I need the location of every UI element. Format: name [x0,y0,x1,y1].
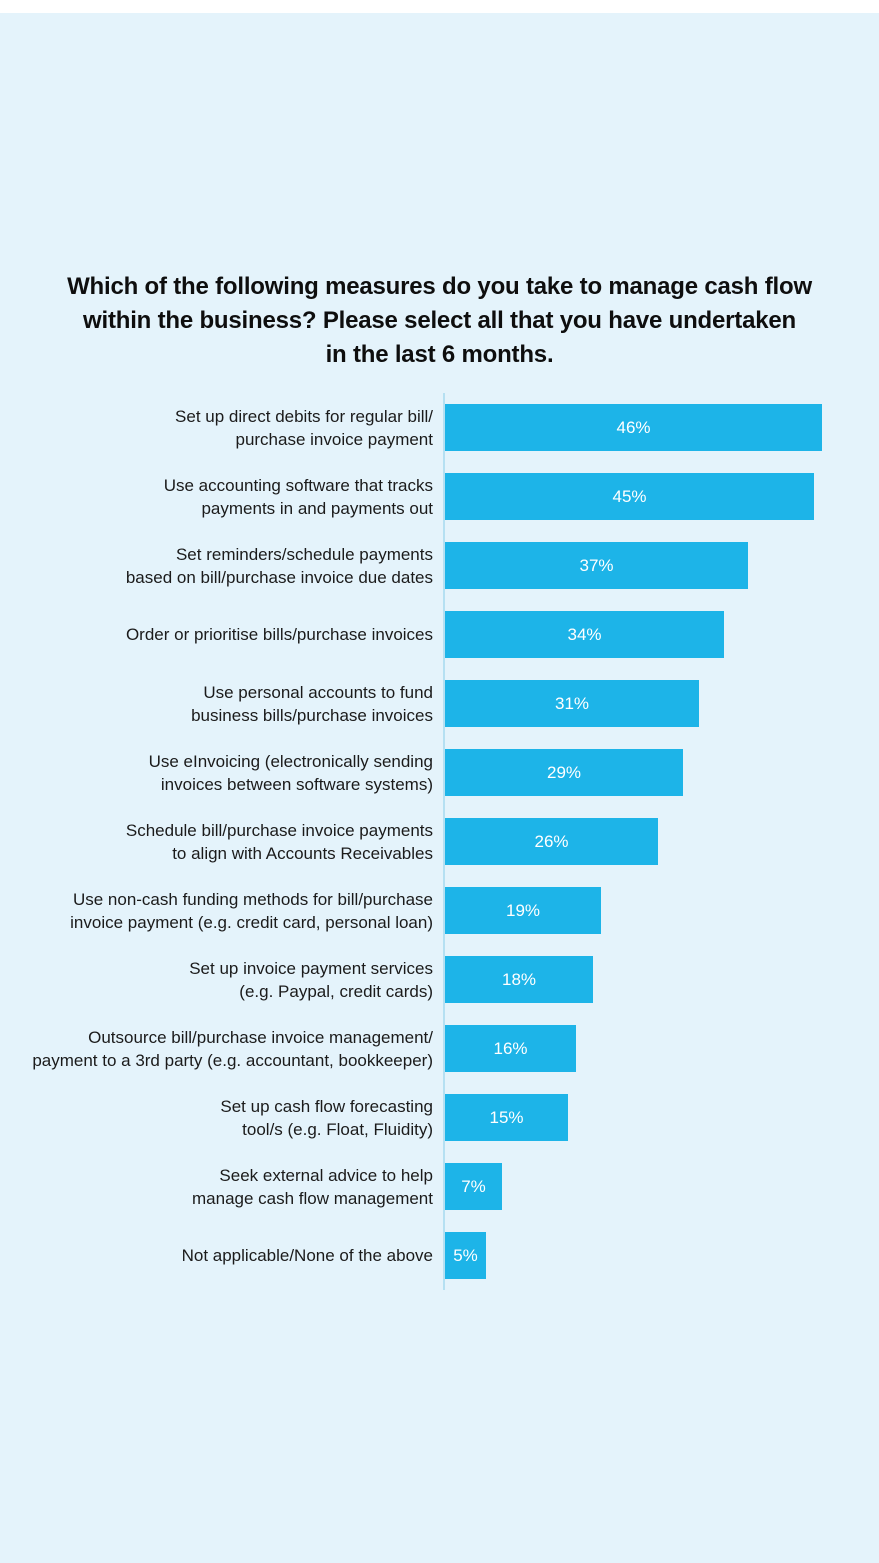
chart-canvas: Which of the following measures do you t… [0,13,879,1563]
chart-row: Set reminders/schedule payments based on… [0,531,879,600]
bar: 31% [445,680,699,727]
bar: 5% [445,1232,486,1279]
bar: 15% [445,1094,568,1141]
chart-row: Set up direct debits for regular bill/ p… [0,393,879,462]
plot-area: 46% [443,393,879,462]
plot-area: 19% [443,876,879,945]
horizontal-bar-chart: Set up direct debits for regular bill/ p… [0,393,879,1290]
plot-area: 7% [443,1152,879,1221]
bar: 45% [445,473,814,520]
chart-row: Order or prioritise bills/purchase invoi… [0,600,879,669]
bar: 34% [445,611,724,658]
category-label: Use accounting software that tracks paym… [163,475,433,518]
plot-area: 37% [443,531,879,600]
category-label: Use personal accounts to fund business b… [191,682,433,725]
category-label: Use eInvoicing (electronically sending i… [148,751,433,794]
category-label: Not applicable/None of the above [181,1246,433,1265]
value-label: 46% [616,417,651,437]
bar: 29% [445,749,683,796]
chart-row: Use eInvoicing (electronically sending i… [0,738,879,807]
category-label: Set up direct debits for regular bill/ p… [175,406,433,449]
category-label: Outsource bill/purchase invoice manageme… [32,1027,433,1070]
bar: 18% [445,956,593,1003]
chart-row: Use personal accounts to fund business b… [0,669,879,738]
category-label: Seek external advice to help manage cash… [192,1165,433,1208]
value-label: 7% [461,1176,486,1196]
value-label: 15% [489,1107,524,1127]
value-label: 31% [554,693,590,713]
bar: 37% [445,542,748,589]
chart-row: Outsource bill/purchase invoice manageme… [0,1014,879,1083]
plot-area: 29% [443,738,879,807]
value-label: 19% [505,900,541,920]
plot-area: 18% [443,945,879,1014]
chart-row: Not applicable/None of the above 5% [0,1221,879,1290]
category-label: Set up cash flow forecasting tool/s (e.g… [220,1096,433,1139]
bar: 7% [445,1163,502,1210]
plot-area: 5% [443,1221,879,1290]
bar: 16% [445,1025,576,1072]
chart-row: Use accounting software that tracks paym… [0,462,879,531]
chart-row: Set up cash flow forecasting tool/s (e.g… [0,1083,879,1152]
value-label: 45% [612,486,647,506]
plot-area: 31% [443,669,879,738]
bar: 19% [445,887,601,934]
category-label: Use non-cash funding methods for bill/pu… [70,889,433,932]
value-label: 26% [534,831,569,851]
category-label: Schedule bill/purchase invoice payments … [125,820,433,863]
chart-title: Which of the following measures do you t… [67,273,812,368]
plot-area: 15% [443,1083,879,1152]
value-label: 29% [546,762,582,782]
value-label: 34% [567,624,602,644]
category-label: Set up invoice payment services (e.g. Pa… [189,958,433,1001]
value-label: 18% [501,969,537,989]
category-label: Order or prioritise bills/purchase invoi… [125,625,433,644]
value-label: 16% [493,1038,528,1058]
chart-row: Set up invoice payment services (e.g. Pa… [0,945,879,1014]
value-label: 5% [453,1245,478,1265]
plot-area: 26% [443,807,879,876]
bar: 46% [445,404,822,451]
chart-row: Schedule bill/purchase invoice payments … [0,807,879,876]
plot-area: 34% [443,600,879,669]
plot-area: 45% [443,462,879,531]
plot-area: 16% [443,1014,879,1083]
chart-row: Use non-cash funding methods for bill/pu… [0,876,879,945]
bar: 26% [445,818,658,865]
value-label: 37% [579,555,614,575]
chart-row: Seek external advice to help manage cash… [0,1152,879,1221]
category-label: Set reminders/schedule payments based on… [125,544,433,587]
